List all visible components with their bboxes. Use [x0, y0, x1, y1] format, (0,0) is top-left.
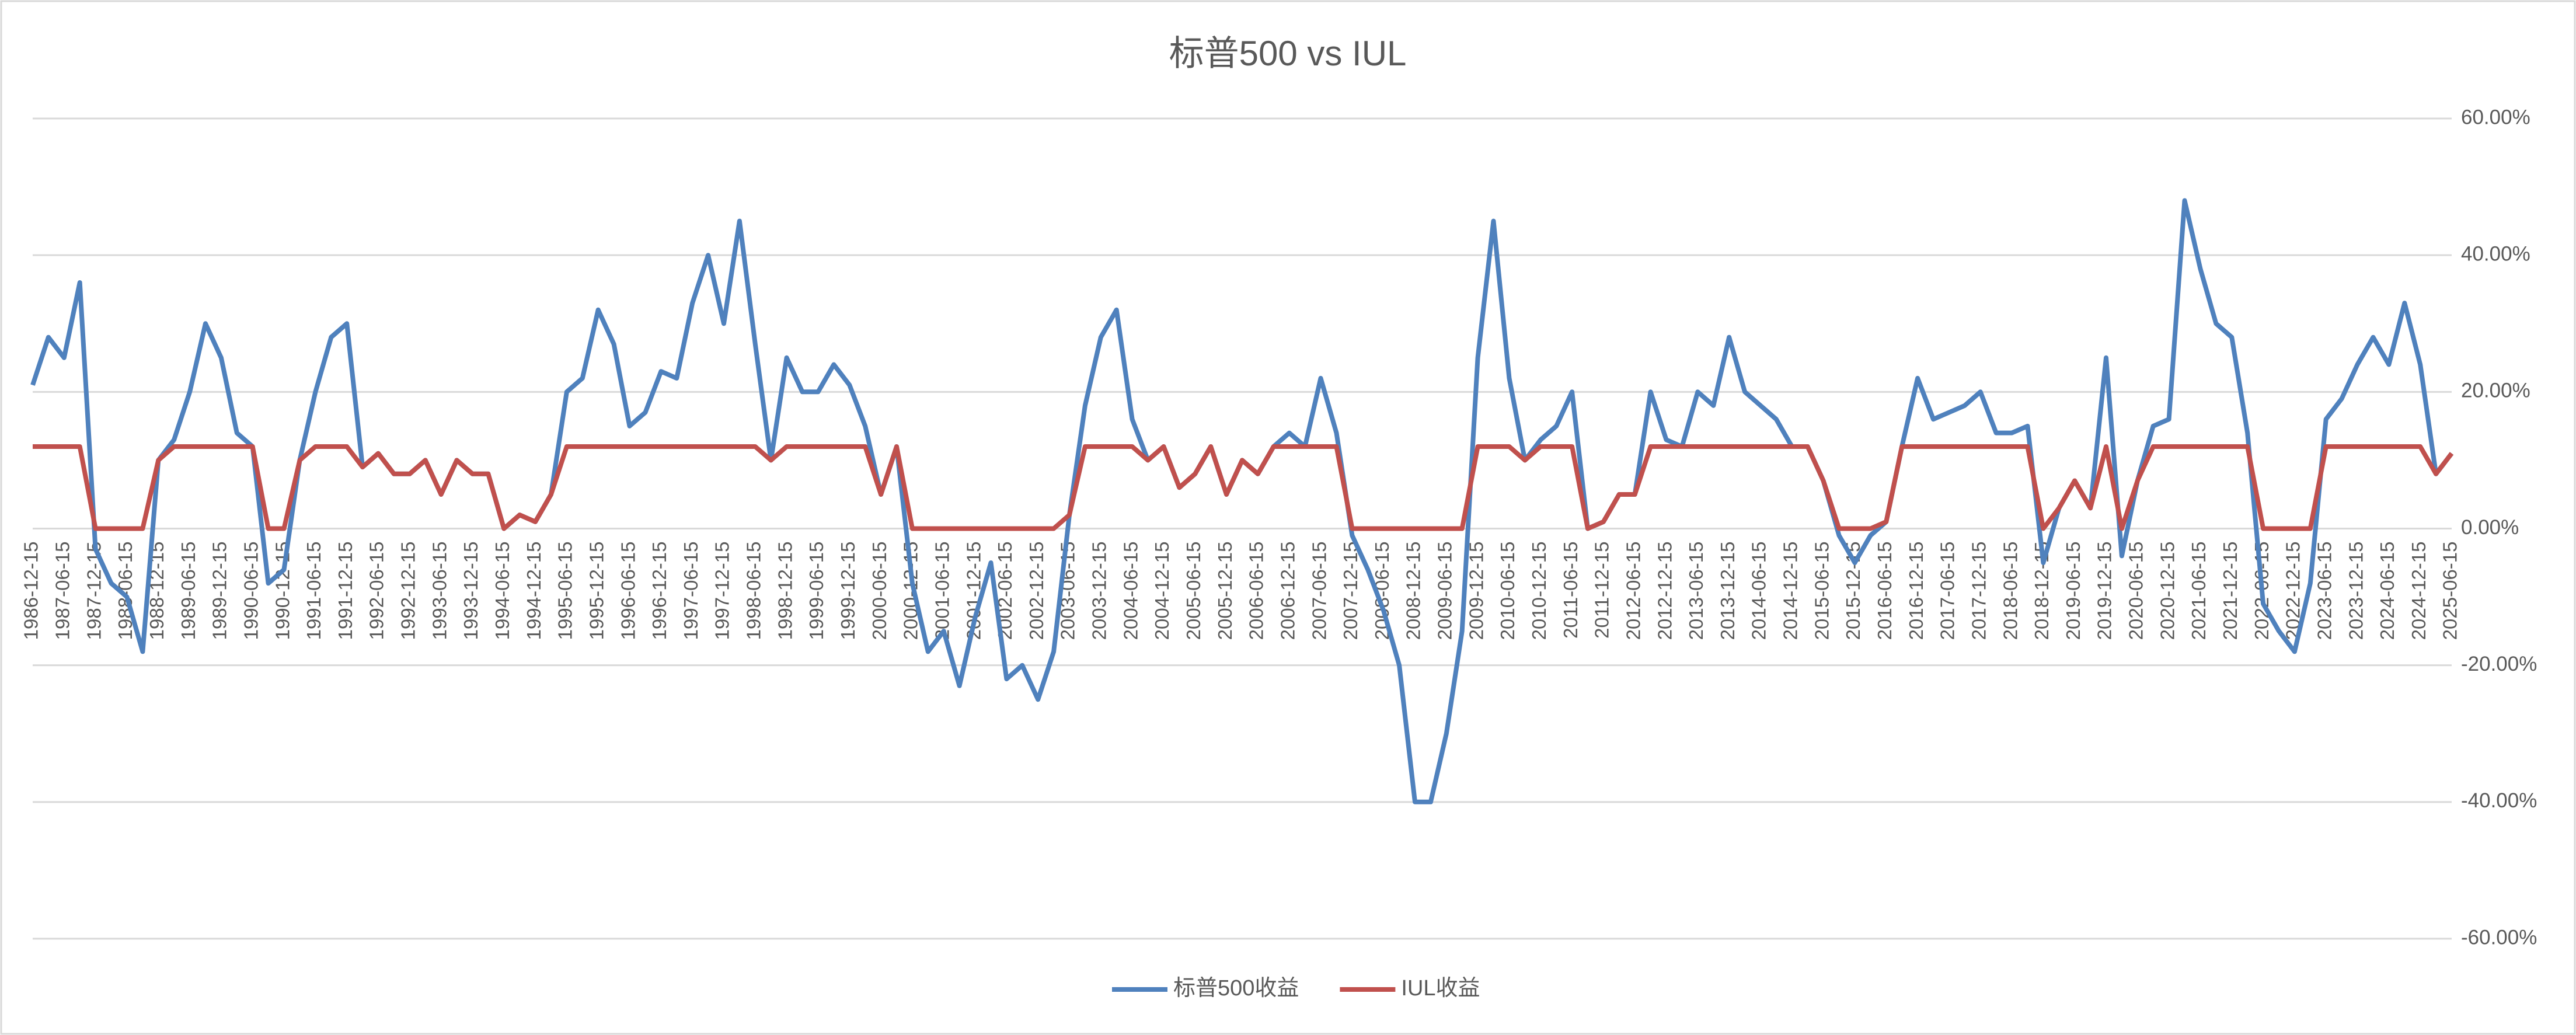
chart-title: 标普500 vs IUL — [1169, 34, 1407, 73]
y-tick-label: 0.00% — [2461, 516, 2519, 539]
x-tick-label: 2021-12-15 — [2219, 542, 2241, 640]
x-tick-label: 2004-06-15 — [1120, 542, 1141, 640]
x-tick-label: 2016-12-15 — [1905, 542, 1927, 640]
x-tick-label: 2024-12-15 — [2408, 542, 2429, 640]
x-tick-label: 1997-06-15 — [680, 542, 702, 640]
x-tick-label: 1997-12-15 — [712, 542, 733, 640]
x-tick-label: 1998-12-15 — [774, 542, 796, 640]
x-tick-label: 2011-12-15 — [1591, 542, 1613, 639]
legend-label: 标普500收益 — [1173, 976, 1299, 1001]
x-tick-label: 1996-06-15 — [617, 542, 639, 640]
x-tick-label: 1989-12-15 — [209, 542, 231, 640]
x-tick-label: 2004-12-15 — [1151, 542, 1173, 640]
x-tick-label: 2007-12-15 — [1340, 542, 1361, 640]
x-tick-label: 1998-06-15 — [743, 542, 765, 640]
x-tick-label: 2005-12-15 — [1214, 542, 1236, 640]
x-tick-label: 1992-12-15 — [398, 542, 419, 640]
x-tick-label: 2000-06-15 — [869, 542, 890, 640]
x-tick-label: 2016-06-15 — [1874, 542, 1895, 640]
x-tick-label: 1989-06-15 — [177, 542, 199, 640]
x-tick-label: 2025-06-15 — [2439, 542, 2461, 640]
y-tick-label: 20.00% — [2461, 379, 2530, 402]
x-tick-label: 2011-06-15 — [1560, 542, 1581, 639]
x-tick-label: 1991-12-15 — [334, 542, 356, 640]
x-tick-label: 1986-12-15 — [20, 542, 42, 640]
x-tick-label: 1995-12-15 — [585, 542, 607, 640]
x-tick-label: 1993-12-15 — [460, 542, 482, 640]
x-tick-label: 2013-06-15 — [1685, 542, 1707, 640]
x-tick-label: 2020-12-15 — [2156, 542, 2178, 640]
x-tick-label: 1991-06-15 — [303, 542, 325, 640]
series-line — [33, 444, 2454, 531]
x-tick-label: 1999-12-15 — [837, 542, 859, 640]
x-tick-label: 2023-12-15 — [2345, 542, 2366, 640]
x-tick-label: 1994-06-15 — [492, 542, 513, 640]
x-tick-label: 2010-12-15 — [1528, 542, 1550, 640]
y-tick-label: -40.00% — [2461, 789, 2537, 812]
x-tick-label: 2014-06-15 — [1748, 542, 1770, 640]
x-tick-label: 1993-06-15 — [428, 542, 450, 640]
x-tick-label: 2005-06-15 — [1183, 542, 1204, 640]
x-tick-label: 1999-06-15 — [806, 542, 827, 640]
y-tick-label: -20.00% — [2461, 653, 2537, 675]
x-tick-label: 1995-06-15 — [555, 542, 576, 640]
x-tick-label: 2017-06-15 — [1937, 542, 1958, 640]
x-tick-label: 1987-12-15 — [83, 542, 104, 640]
x-tick-label: 1994-12-15 — [523, 542, 545, 640]
x-tick-label: 2003-12-15 — [1089, 542, 1110, 640]
y-tick-label: 60.00% — [2461, 106, 2530, 128]
x-tick-label: 2002-12-15 — [1026, 542, 1047, 640]
x-tick-label: 2008-12-15 — [1403, 542, 1424, 640]
x-tick-label: 2024-06-15 — [2376, 542, 2398, 640]
x-tick-label: 2009-12-15 — [1465, 542, 1487, 640]
x-tick-label: 2019-12-15 — [2094, 542, 2115, 640]
x-tick-label: 2010-06-15 — [1497, 542, 1518, 640]
x-tick-label: 2006-12-15 — [1277, 542, 1298, 640]
x-tick-label: 1996-12-15 — [649, 542, 670, 640]
x-tick-label: 2023-06-15 — [2313, 542, 2335, 640]
legend-label: IUL收益 — [1401, 976, 1480, 1001]
x-tick-label: 1990-06-15 — [240, 542, 262, 640]
y-tick-label: -60.00% — [2461, 926, 2537, 949]
x-tick-label: 2014-12-15 — [1780, 542, 1801, 640]
x-tick-label: 2021-06-15 — [2188, 542, 2209, 640]
x-tick-label: 2018-06-15 — [1999, 542, 2021, 640]
x-tick-label: 2012-12-15 — [1654, 542, 1675, 640]
x-tick-label: 2009-06-15 — [1434, 542, 1456, 640]
x-tick-label: 1990-12-15 — [271, 542, 293, 640]
x-tick-label: 2001-06-15 — [931, 542, 953, 640]
x-tick-label: 1987-06-15 — [52, 542, 74, 640]
x-tick-label: 2020-06-15 — [2125, 542, 2147, 640]
x-tick-label: 2013-12-15 — [1717, 542, 1738, 640]
x-tick-label: 2019-06-15 — [2062, 542, 2084, 640]
x-tick-label: 2012-06-15 — [1622, 542, 1644, 640]
x-tick-label: 2015-06-15 — [1811, 542, 1832, 640]
x-tick-label: 2017-12-15 — [1968, 542, 1989, 640]
x-tick-label: 2006-06-15 — [1246, 542, 1267, 640]
x-tick-label: 1992-06-15 — [366, 542, 388, 640]
x-tick-label: 2007-06-15 — [1308, 542, 1330, 640]
y-tick-label: 40.00% — [2461, 242, 2530, 265]
